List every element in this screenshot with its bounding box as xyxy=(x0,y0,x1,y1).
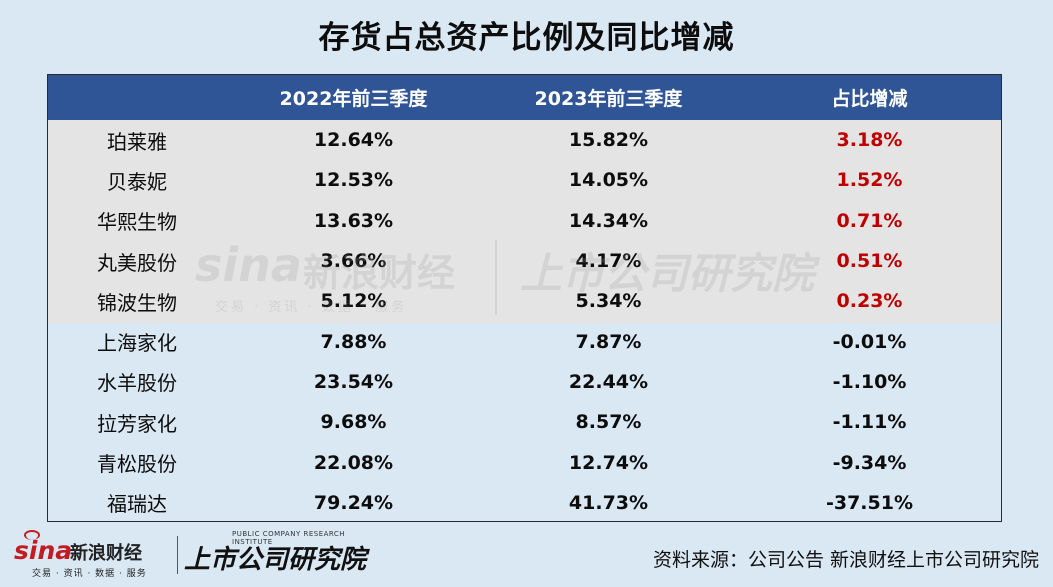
value-2022-cell: 5.12% xyxy=(320,290,387,313)
footer-logo-en: PUBLIC COMPANY RESEARCH INSTITUTE xyxy=(232,530,346,546)
company-cell: 上海家化 xyxy=(97,331,177,356)
table-row: 上海家化 7.88% 7.87% -0.01% xyxy=(48,321,1001,361)
value-2023-cell: 7.87% xyxy=(575,330,642,353)
company-cell: 珀莱雅 xyxy=(107,129,167,154)
header-change: 占比增减 xyxy=(736,75,1001,120)
company-cell: 锦波生物 xyxy=(97,290,177,315)
company-cell: 福瑞达 xyxy=(107,492,167,517)
change-cell: -0.01% xyxy=(832,330,907,353)
value-2023-cell: 14.34% xyxy=(568,209,649,232)
value-2023-cell: 14.05% xyxy=(568,169,649,192)
change-cell: 0.23% xyxy=(836,290,903,313)
table-row: 丸美股份 3.66% 4.17% 0.51% xyxy=(48,241,1001,281)
value-2023-cell: 22.44% xyxy=(568,370,649,393)
header-2022: 2022年前三季度 xyxy=(226,75,481,120)
footer-logo-services: 交易 · 资讯 · 数据 · 服务 xyxy=(32,569,147,579)
inventory-ratio-table: 2022年前三季度 2023年前三季度 占比增减 珀莱雅 12.64% 15.82%… xyxy=(48,75,1001,521)
footer-logo-divider xyxy=(177,536,178,574)
company-cell: 拉芳家化 xyxy=(97,411,177,436)
value-2022-cell: 12.53% xyxy=(313,169,394,192)
value-2022-cell: 23.54% xyxy=(313,370,394,393)
change-cell: -1.10% xyxy=(832,370,907,393)
table-row: 华熙生物 13.63% 14.34% 0.71% xyxy=(48,201,1001,241)
company-cell: 丸美股份 xyxy=(97,250,177,275)
value-2022-cell: 3.66% xyxy=(320,250,387,273)
company-cell: 华熙生物 xyxy=(97,210,177,235)
value-2023-cell: 5.34% xyxy=(575,290,642,313)
value-2022-cell: 22.08% xyxy=(313,451,394,474)
table-row: 福瑞达 79.24% 41.73% -37.51% xyxy=(48,483,1001,521)
footer-logo-name: 新浪财经 xyxy=(70,543,142,564)
value-2023-cell: 15.82% xyxy=(568,129,649,152)
value-2022-cell: 12.64% xyxy=(313,129,394,152)
table-row: 拉芳家化 9.68% 8.57% -1.11% xyxy=(48,402,1001,442)
data-table-container: 2022年前三季度 2023年前三季度 占比增减 珀莱雅 12.64% 15.82%… xyxy=(47,74,1002,522)
value-2022-cell: 13.63% xyxy=(313,209,394,232)
table-row: 贝泰妮 12.53% 14.05% 1.52% xyxy=(48,160,1001,200)
header-2023: 2023年前三季度 xyxy=(481,75,736,120)
table-header-row: 2022年前三季度 2023年前三季度 占比增减 xyxy=(48,75,1001,120)
change-cell: 0.71% xyxy=(836,209,903,232)
table-row: 青松股份 22.08% 12.74% -9.34% xyxy=(48,442,1001,482)
value-2023-cell: 12.74% xyxy=(568,451,649,474)
sina-eye-icon xyxy=(24,530,40,540)
change-cell: -37.51% xyxy=(825,491,914,514)
company-cell: 青松股份 xyxy=(97,452,177,477)
sina-logo-text: sina xyxy=(14,536,73,565)
value-2023-cell: 41.73% xyxy=(568,491,649,514)
company-cell: 水羊股份 xyxy=(97,371,177,396)
value-2022-cell: 9.68% xyxy=(320,411,387,434)
table-row: 水羊股份 23.54% 22.44% -1.10% xyxy=(48,362,1001,402)
header-company xyxy=(48,75,226,120)
change-cell: 0.51% xyxy=(836,250,903,273)
highlight-band xyxy=(48,120,1001,323)
change-cell: -1.11% xyxy=(832,411,907,434)
change-cell: 1.52% xyxy=(836,169,903,192)
footer-logo-institute: 上市公司研究院 xyxy=(184,545,367,575)
value-2023-cell: 4.17% xyxy=(575,250,642,273)
value-2023-cell: 8.57% xyxy=(575,411,642,434)
change-cell: 3.18% xyxy=(836,129,903,152)
change-cell: -9.34% xyxy=(832,451,907,474)
footer-logo: sina 新浪财经 交易 · 资讯 · 数据 · 服务 PUBLIC COMPA… xyxy=(14,530,374,580)
value-2022-cell: 79.24% xyxy=(313,491,394,514)
table-row: 珀莱雅 12.64% 15.82% 3.18% xyxy=(48,120,1001,160)
page-title: 存货占总资产比例及同比增减 xyxy=(318,20,735,56)
source-note: 资料来源：公司公告 新浪财经上市公司研究院 xyxy=(652,549,1039,571)
value-2022-cell: 7.88% xyxy=(320,330,387,353)
table-row: 锦波生物 5.12% 5.34% 0.23% xyxy=(48,281,1001,321)
company-cell: 贝泰妮 xyxy=(107,169,167,194)
